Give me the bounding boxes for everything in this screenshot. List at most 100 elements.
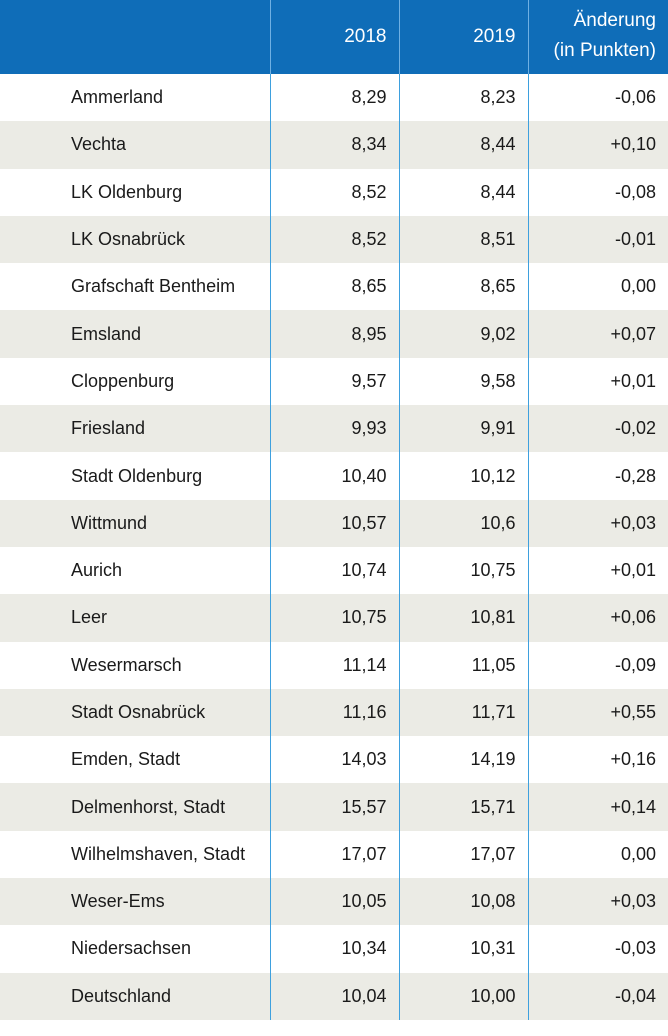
table-row: Wesermarsch 11,14 11,05 -0,09	[0, 641, 668, 689]
region-cell: Leer	[0, 594, 271, 642]
table-header: 2018 2019 Änderung (in Punkten)	[0, 0, 668, 74]
value-2018-cell: 11,14	[270, 641, 400, 689]
change-cell: +0,14	[528, 783, 668, 831]
table-row: Emsland 8,95 9,02 +0,07	[0, 310, 668, 358]
value-2019-cell: 8,23	[399, 74, 529, 122]
change-cell: +0,01	[610, 370, 656, 391]
region-cell: LK Oldenburg	[0, 168, 271, 216]
value-2019-cell: 9,91	[399, 405, 529, 453]
value-2018-cell: 10,57	[270, 499, 400, 547]
change-cell: +0,07	[528, 310, 668, 358]
value-2018-cell: 10,75	[270, 594, 400, 642]
value-2018-cell: 8,52	[270, 215, 400, 264]
table-row: Aurich 10,74 10,75 +0,01	[0, 546, 668, 595]
value-2018-cell: 11,16	[270, 688, 400, 737]
table-row: Wittmund 10,57 10,6 +0,03	[0, 499, 668, 547]
region-cell: Delmenhorst, Stadt	[0, 783, 271, 831]
region-cell: Aurich	[0, 546, 271, 595]
change-cell: -0,02	[528, 405, 668, 453]
table-row: Emden, Stadt 14,03 14,19 +0,16	[0, 736, 668, 784]
table-row: Deutschland 10,04 10,00 -0,04	[0, 972, 668, 1020]
region-cell: Stadt Osnabrück	[0, 688, 271, 737]
region-cell: Stadt Oldenburg	[0, 452, 271, 500]
change-cell: -0,08	[614, 181, 656, 202]
region-cell: Vechta	[0, 121, 271, 169]
value-2019-cell: 9,02	[399, 310, 529, 358]
table-body: Ammerland 8,29 8,23 -0,06 Vechta 8,34 8,44 +0,1…	[0, 74, 668, 1020]
value-2018-cell: 15,57	[270, 783, 400, 831]
region-cell: Wittmund	[0, 499, 271, 547]
table-row: Friesland 9,93 9,91 -0,02	[0, 405, 668, 453]
change-cell: +0,01	[610, 560, 656, 581]
value-2018-cell: 8,95	[270, 310, 400, 358]
region-cell: Cloppenburg	[0, 357, 271, 406]
table-row: Grafschaft Bentheim 8,65 8,65 0,00	[0, 263, 668, 311]
value-2019-cell: 8,51	[399, 215, 529, 264]
change-cell: 0,00	[620, 843, 656, 864]
region-cell: Friesland	[0, 405, 271, 453]
region-cell: Grafschaft Bentheim	[0, 263, 271, 311]
table-row: Vechta 8,34 8,44 +0,10	[0, 121, 668, 169]
value-2018-cell: 10,74	[270, 546, 400, 595]
value-2018-cell: 10,40	[270, 452, 400, 500]
table-row: LK Osnabrück 8,52 8,51 -0,01	[0, 215, 668, 264]
region-cell: Niedersachsen	[0, 925, 271, 973]
value-2019-cell: 10,31	[399, 925, 529, 973]
change-cell: -0,09	[614, 654, 656, 675]
header-row: 2018 2019 Änderung (in Punkten)	[0, 0, 668, 74]
value-2018-cell: 14,03	[270, 736, 400, 784]
table-row: Weser-Ems 10,05 10,08 +0,03	[0, 878, 668, 926]
change-cell: -0,28	[614, 465, 656, 486]
region-cell: Deutschland	[0, 972, 271, 1020]
region-cell: LK Osnabrück	[0, 215, 271, 264]
value-2019-cell: 8,44	[399, 168, 529, 216]
value-2018-cell: 10,05	[270, 878, 400, 926]
value-2019-cell: 10,00	[399, 972, 529, 1020]
change-cell: -0,06	[614, 87, 656, 108]
table-row: Delmenhorst, Stadt 15,57 15,71 +0,14	[0, 783, 668, 831]
value-2019-cell: 8,44	[399, 121, 529, 169]
value-2018-cell: 10,34	[270, 925, 400, 973]
value-2019-cell: 14,19	[399, 736, 529, 784]
value-2019-cell: 11,05	[399, 641, 529, 689]
value-2019-cell: 11,71	[399, 688, 529, 737]
change-cell: +0,10	[528, 121, 668, 169]
region-cell: Wilhelmshaven, Stadt	[0, 830, 271, 879]
value-2018-cell: 8,34	[270, 121, 400, 169]
change-cell: +0,16	[610, 749, 656, 770]
table-row: LK Oldenburg 8,52 8,44 -0,08	[0, 168, 668, 216]
header-change-unit: (in Punkten)	[553, 40, 656, 61]
region-cell: Emsland	[0, 310, 271, 358]
value-2019-cell: 17,07	[399, 830, 529, 879]
value-2018-cell: 8,29	[270, 74, 400, 122]
value-2018-cell: 9,57	[270, 357, 400, 406]
table-row: Wilhelmshaven, Stadt 17,07 17,07 0,00	[0, 830, 668, 879]
table-row: Ammerland 8,29 8,23 -0,06	[0, 74, 668, 122]
value-2019-cell: 10,81	[399, 594, 529, 642]
value-2018-cell: 9,93	[270, 405, 400, 453]
change-cell: 0,00	[620, 276, 656, 297]
change-cell: -0,03	[614, 938, 656, 959]
header-2018: 2018	[270, 0, 400, 74]
change-cell: +0,03	[528, 499, 668, 547]
value-2019-cell: 15,71	[399, 783, 529, 831]
table-row: Cloppenburg 9,57 9,58 +0,01	[0, 357, 668, 406]
header-change-label: Änderung	[573, 10, 656, 31]
value-2018-cell: 10,04	[270, 972, 400, 1020]
value-2019-cell: 8,65	[399, 263, 529, 311]
value-2018-cell: 8,65	[270, 263, 400, 311]
change-cell: +0,55	[528, 688, 668, 737]
region-cell: Emden, Stadt	[0, 736, 271, 784]
change-cell: -0,04	[528, 972, 668, 1020]
value-2019-cell: 10,75	[399, 546, 529, 595]
region-cell: Ammerland	[0, 74, 271, 122]
value-2019-cell: 10,12	[399, 452, 529, 500]
header-2019: 2019	[399, 0, 529, 74]
region-cell: Weser-Ems	[0, 878, 271, 926]
header-region	[0, 0, 271, 74]
change-cell: +0,06	[528, 594, 668, 642]
value-2019-cell: 10,6	[399, 499, 529, 547]
table-row: Leer 10,75 10,81 +0,06	[0, 594, 668, 642]
value-2019-cell: 10,08	[399, 878, 529, 926]
value-2019-cell: 9,58	[399, 357, 529, 406]
